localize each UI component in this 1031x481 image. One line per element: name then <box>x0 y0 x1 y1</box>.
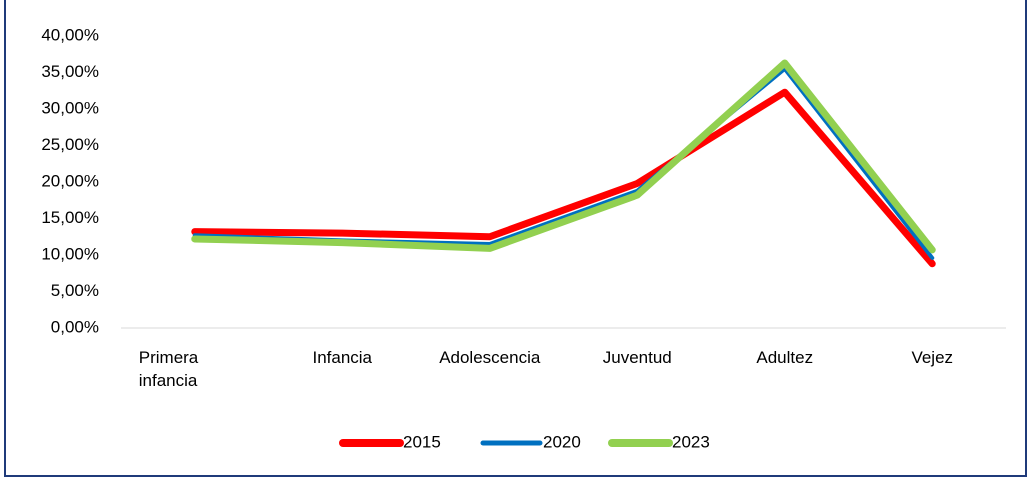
y-tick-label: 20,00% <box>41 171 99 190</box>
legend-label: 2023 <box>672 432 710 451</box>
chart-frame <box>4 0 1027 477</box>
legend-label: 2015 <box>403 432 441 451</box>
y-tick-label: 30,00% <box>41 98 99 117</box>
x-tick-label: Juventud <box>602 348 672 367</box>
x-tick-label-box: Adolescencia <box>416 346 564 369</box>
x-tick-label-box: Primera infancia <box>121 346 269 392</box>
y-tick-label: 0,00% <box>51 317 99 336</box>
x-tick-label-box: Infancia <box>269 346 417 369</box>
series-line <box>191 59 936 254</box>
series-line <box>191 88 936 268</box>
x-tick-label-box: Juventud <box>564 346 712 369</box>
y-tick-label: 15,00% <box>41 208 99 227</box>
x-tick-label-box: Adultez <box>711 346 859 369</box>
y-tick-label: 25,00% <box>41 135 99 154</box>
x-tick-label: Infancia <box>312 348 373 367</box>
y-tick-label: 35,00% <box>41 62 99 81</box>
y-tick-label: 40,00% <box>41 25 99 44</box>
x-tick-label: Adolescencia <box>439 348 541 367</box>
x-tick-label: Adultez <box>756 348 814 367</box>
x-tick-label: Primera infancia <box>138 348 199 390</box>
x-tick-label: Vejez <box>911 348 954 367</box>
x-tick-label-box: Vejez <box>859 346 1007 369</box>
y-tick-label: 10,00% <box>41 244 99 263</box>
legend-label: 2020 <box>543 432 581 451</box>
y-tick-label: 5,00% <box>51 281 99 300</box>
